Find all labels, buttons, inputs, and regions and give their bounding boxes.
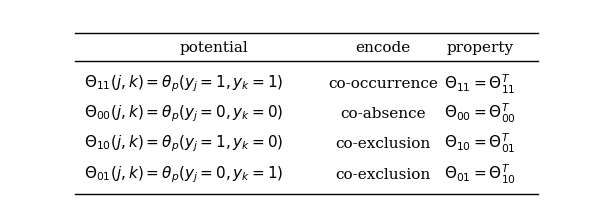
Text: co-exclusion: co-exclusion xyxy=(335,168,431,182)
Text: $\Theta_{11}(j, k) = \theta_p(y_j = 1, y_k = 1)$: $\Theta_{11}(j, k) = \theta_p(y_j = 1, y… xyxy=(84,74,283,94)
Text: property: property xyxy=(447,41,514,55)
Text: co-absence: co-absence xyxy=(340,107,426,121)
Text: co-occurrence: co-occurrence xyxy=(328,77,438,91)
Text: $\Theta_{00}(j, k) = \theta_p(y_j = 0, y_k = 0)$: $\Theta_{00}(j, k) = \theta_p(y_j = 0, y… xyxy=(84,103,283,124)
Text: encode: encode xyxy=(355,41,411,55)
Text: $\Theta_{01}(j, k) = \theta_p(y_j = 0, y_k = 1)$: $\Theta_{01}(j, k) = \theta_p(y_j = 0, y… xyxy=(84,164,283,185)
Text: potential: potential xyxy=(179,41,248,55)
Text: $\Theta_{01} = \Theta_{10}^T$: $\Theta_{01} = \Theta_{10}^T$ xyxy=(444,163,516,186)
Text: $\Theta_{00} = \Theta_{00}^T$: $\Theta_{00} = \Theta_{00}^T$ xyxy=(444,102,516,125)
Text: $\Theta_{10} = \Theta_{01}^T$: $\Theta_{10} = \Theta_{01}^T$ xyxy=(444,132,516,155)
Text: $\Theta_{11} = \Theta_{11}^T$: $\Theta_{11} = \Theta_{11}^T$ xyxy=(444,72,516,95)
Text: $\Theta_{10}(j, k) = \theta_p(y_j = 1, y_k = 0)$: $\Theta_{10}(j, k) = \theta_p(y_j = 1, y… xyxy=(84,133,283,154)
Text: co-exclusion: co-exclusion xyxy=(335,137,431,151)
